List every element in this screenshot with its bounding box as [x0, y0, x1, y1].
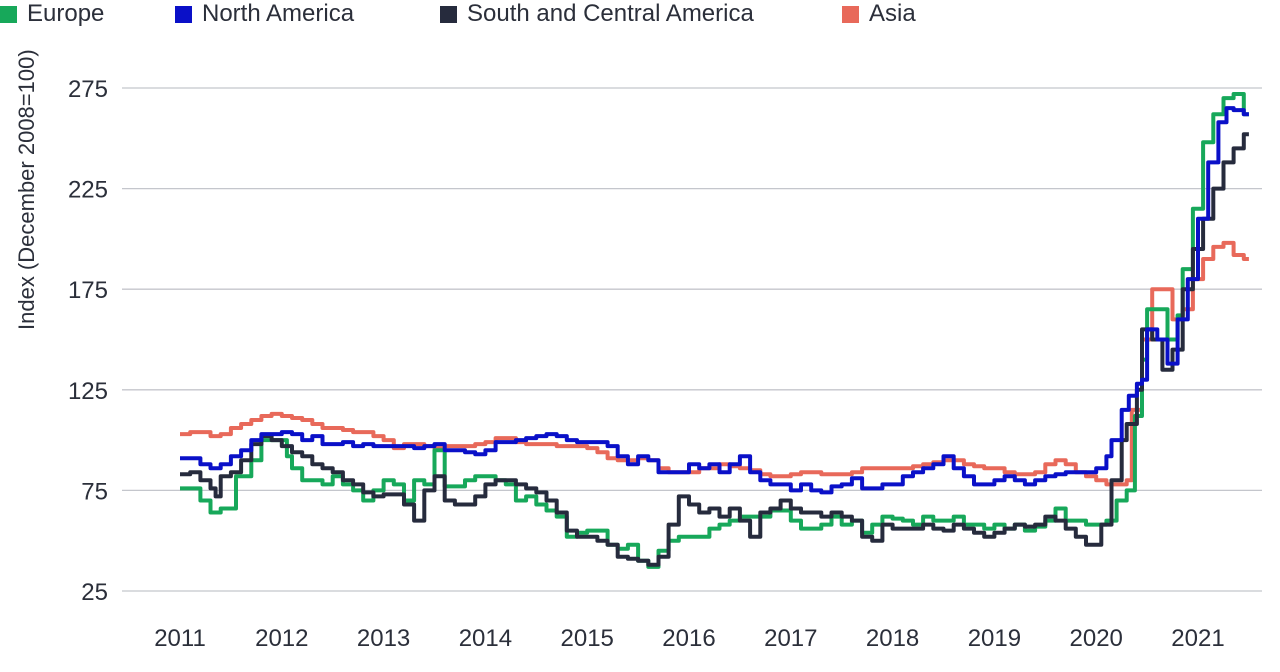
- legend-label: Europe: [27, 0, 105, 27]
- legend-item: Europe: [0, 0, 104, 28]
- series-line-asia: [180, 240, 1249, 487]
- x-tick-label: 2020: [1070, 625, 1123, 652]
- series-lines: [180, 92, 1249, 569]
- x-tick-label: 2016: [662, 625, 715, 652]
- legend-item: South and Central America: [440, 0, 754, 28]
- x-tick-label: 2021: [1171, 625, 1224, 652]
- legend-item: North America: [175, 0, 354, 28]
- legend-label: South and Central America: [467, 0, 754, 27]
- x-tick-label: 2011: [154, 625, 206, 652]
- series-line-europe: [180, 92, 1249, 569]
- legend-label: Asia: [869, 0, 916, 27]
- legend: Europe North America South and Central Ame…: [0, 0, 1000, 30]
- gridlines: [122, 87, 1262, 592]
- y-tick-label: 25: [81, 579, 108, 606]
- x-tick-label: 2012: [255, 625, 308, 652]
- x-tick-label: 2013: [357, 625, 410, 652]
- x-tick-label: 2019: [968, 625, 1021, 652]
- legend-swatch: [440, 5, 457, 23]
- y-tick-label: 225: [68, 177, 108, 204]
- legend-swatch: [842, 5, 859, 23]
- x-axis-ticks: 2011 2012 2013 2014 2015 2016 2017 2018 2019 2020…: [154, 625, 1225, 652]
- legend-swatch: [0, 5, 17, 23]
- x-tick-label: 2018: [866, 625, 919, 652]
- series-line-south-and-central-america: [180, 132, 1249, 567]
- y-tick-label: 175: [68, 277, 108, 304]
- x-tick-label: 2015: [561, 625, 614, 652]
- y-axis-ticks: 25 75 125 175 225 275: [68, 76, 108, 606]
- legend-swatch: [175, 5, 192, 23]
- legend-label: North America: [202, 0, 355, 27]
- y-tick-label: 75: [81, 478, 108, 505]
- legend-item: Asia: [842, 0, 916, 28]
- x-tick-label: 2017: [764, 625, 817, 652]
- series-line-north-america: [180, 106, 1249, 495]
- y-tick-label: 125: [68, 378, 108, 405]
- y-tick-label: 275: [68, 76, 108, 103]
- x-tick-label: 2014: [459, 625, 512, 652]
